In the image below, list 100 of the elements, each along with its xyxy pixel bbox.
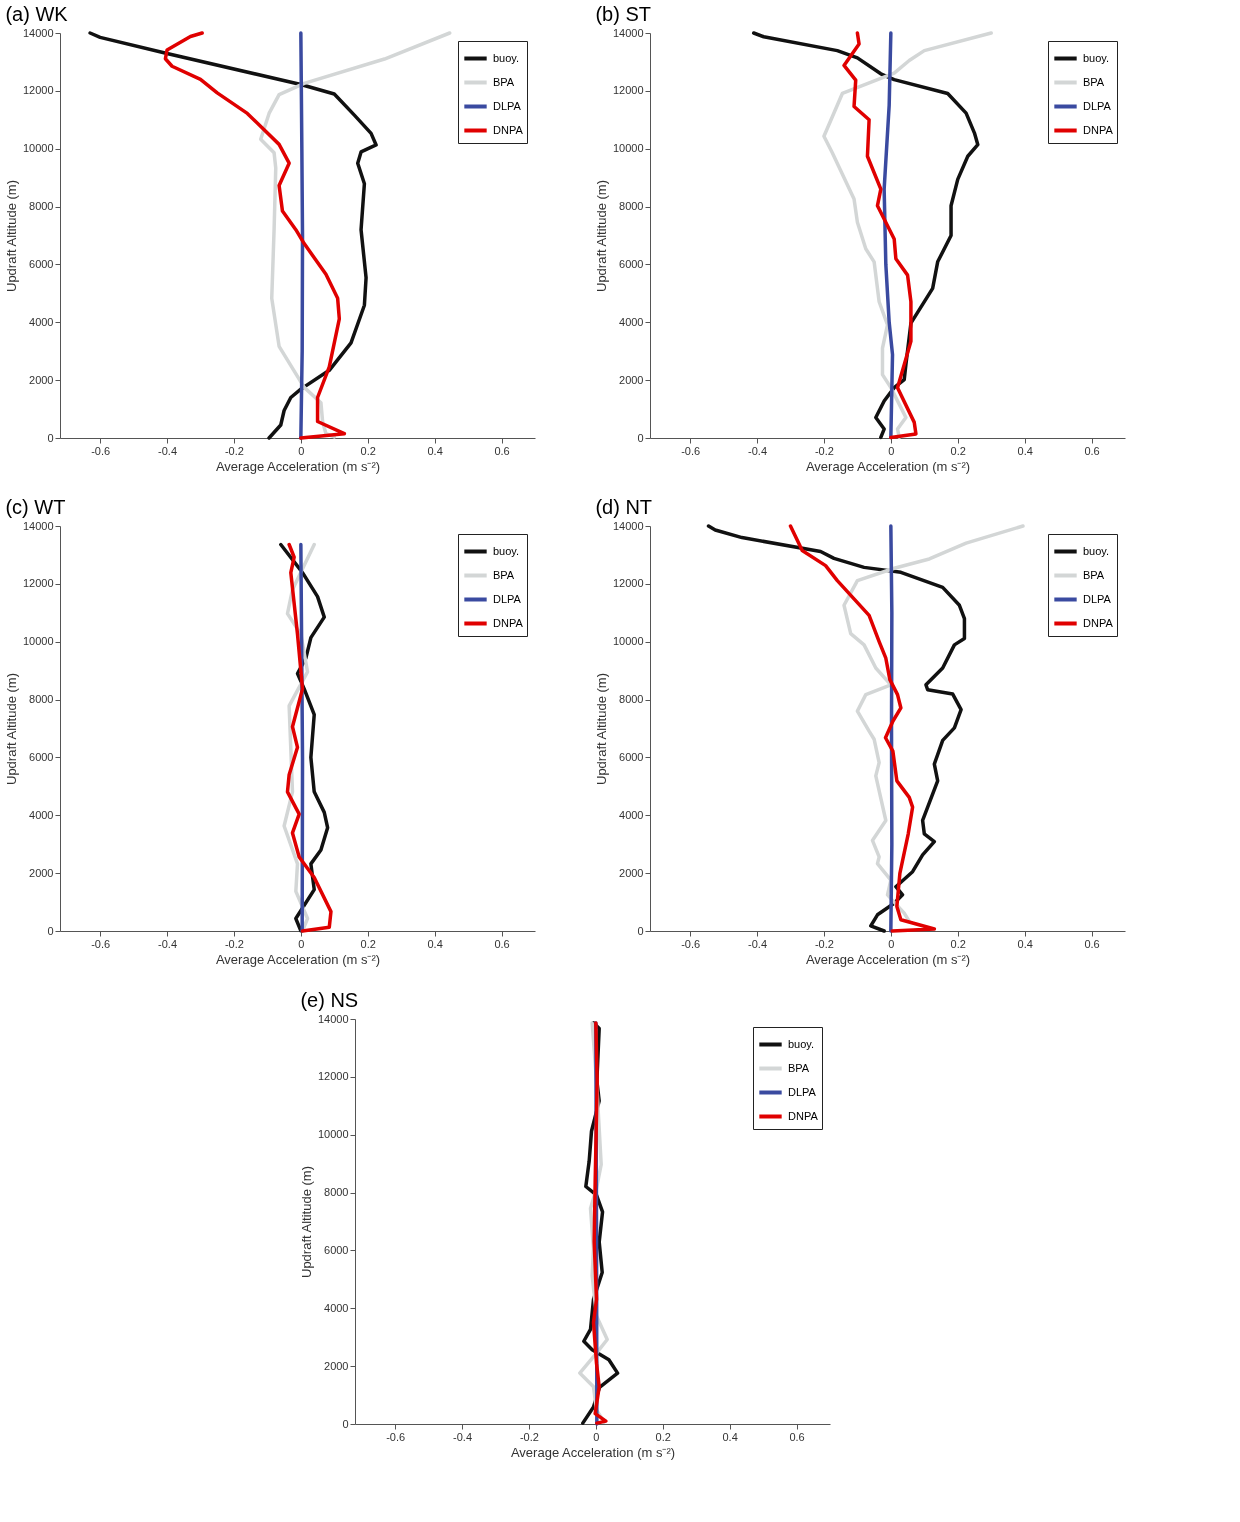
x-tick-label: -0.4 bbox=[158, 444, 178, 457]
line-series bbox=[591, 1021, 608, 1425]
y-tick-label: 14000 bbox=[612, 519, 644, 532]
x-tick-label: 0.2 bbox=[950, 444, 966, 457]
x-tick-label: 0 bbox=[888, 937, 895, 950]
line-series bbox=[788, 524, 937, 933]
x-tick-label: 0.2 bbox=[360, 444, 376, 457]
legend-label: DLPA bbox=[1083, 592, 1112, 605]
x-tick-label: 0.2 bbox=[655, 1430, 671, 1443]
y-tick-label: 12000 bbox=[612, 577, 644, 590]
y-tick-label: 8000 bbox=[619, 200, 644, 213]
y-axis-title: Updraft Altitude (m) bbox=[3, 673, 19, 785]
y-tick-label: 2000 bbox=[29, 866, 54, 879]
x-tick-label: -0.2 bbox=[814, 444, 834, 457]
y-tick-label: 2000 bbox=[619, 373, 644, 386]
y-tick-label: 6000 bbox=[29, 257, 54, 270]
y-tick-label: 2000 bbox=[619, 866, 644, 879]
legend-label: buoy. bbox=[493, 544, 520, 557]
x-tick-label: 0 bbox=[298, 937, 305, 950]
x-tick-label: -0.4 bbox=[748, 937, 768, 950]
line-series bbox=[163, 31, 347, 440]
y-tick-label: 6000 bbox=[324, 1243, 349, 1256]
x-tick-label: -0.6 bbox=[681, 937, 701, 950]
y-tick-label: 4000 bbox=[324, 1301, 349, 1314]
y-tick-label: 14000 bbox=[612, 26, 644, 39]
y-tick-label: 14000 bbox=[317, 1012, 349, 1025]
legend-label: buoy. bbox=[493, 51, 520, 64]
y-tick-label: 14000 bbox=[22, 519, 54, 532]
x-axis-title: Average Acceleration (m s⁻²) bbox=[510, 1444, 676, 1460]
y-tick-label: 0 bbox=[47, 924, 54, 937]
x-tick-label: 0 bbox=[593, 1430, 600, 1443]
legend-label: buoy. bbox=[1083, 51, 1110, 64]
chart-title: (b) ST bbox=[595, 3, 651, 25]
legend-label: DLPA bbox=[1083, 99, 1112, 112]
legend-label: DLPA bbox=[493, 99, 522, 112]
line-series bbox=[842, 31, 918, 440]
y-tick-label: 0 bbox=[637, 924, 644, 937]
x-tick-label: -0.6 bbox=[91, 937, 111, 950]
legend-label: BPA bbox=[493, 75, 515, 88]
y-tick-label: 8000 bbox=[324, 1186, 349, 1199]
chart-title: (a) WK bbox=[5, 3, 69, 25]
x-tick-label: 0.2 bbox=[950, 937, 966, 950]
y-tick-label: 10000 bbox=[612, 635, 644, 648]
x-axis-title: Average Acceleration (m s⁻²) bbox=[805, 951, 971, 967]
chart-title: (d) NT bbox=[595, 496, 653, 518]
x-axis-title: Average Acceleration (m s⁻²) bbox=[215, 951, 381, 967]
y-tick-label: 6000 bbox=[29, 750, 54, 763]
y-tick-label: 0 bbox=[47, 431, 54, 444]
x-tick-label: -0.2 bbox=[519, 1430, 539, 1443]
line-series bbox=[258, 31, 452, 439]
x-tick-label: -0.4 bbox=[158, 937, 178, 950]
line-series bbox=[706, 524, 967, 933]
y-axis-title: Updraft Altitude (m) bbox=[3, 180, 19, 292]
x-axis-title: Average Acceleration (m s⁻²) bbox=[215, 458, 381, 474]
x-tick-label: 0.4 bbox=[427, 444, 443, 457]
legend-label: DNPA bbox=[788, 1109, 819, 1122]
legend-label: DLPA bbox=[788, 1085, 817, 1098]
legend-label: DNPA bbox=[493, 123, 524, 136]
y-tick-label: 0 bbox=[637, 431, 644, 444]
x-tick-label: 0.4 bbox=[722, 1430, 738, 1443]
legend-label: BPA bbox=[788, 1061, 810, 1074]
y-axis-title: Updraft Altitude (m) bbox=[593, 180, 609, 292]
legend-label: BPA bbox=[493, 568, 515, 581]
line-series bbox=[299, 31, 305, 440]
x-tick-label: 0.4 bbox=[1017, 937, 1033, 950]
legend-label: buoy. bbox=[788, 1037, 815, 1050]
legend-label: buoy. bbox=[1083, 544, 1110, 557]
x-tick-label: -0.6 bbox=[681, 444, 701, 457]
y-tick-label: 8000 bbox=[619, 693, 644, 706]
line-series bbox=[889, 524, 894, 933]
y-tick-label: 4000 bbox=[619, 315, 644, 328]
line-series bbox=[88, 31, 378, 440]
x-tick-label: 0 bbox=[888, 444, 895, 457]
y-tick-label: 10000 bbox=[22, 142, 54, 155]
x-axis-title: Average Acceleration (m s⁻²) bbox=[805, 458, 971, 474]
x-tick-label: 0.6 bbox=[494, 444, 510, 457]
x-tick-label: 0 bbox=[298, 444, 305, 457]
y-tick-label: 8000 bbox=[29, 693, 54, 706]
y-axis-title: Updraft Altitude (m) bbox=[593, 673, 609, 785]
legend-label: BPA bbox=[1083, 568, 1105, 581]
x-tick-label: 0.4 bbox=[427, 937, 443, 950]
y-tick-label: 12000 bbox=[612, 84, 644, 97]
x-tick-label: -0.4 bbox=[453, 1430, 473, 1443]
x-tick-label: 0.4 bbox=[1017, 444, 1033, 457]
y-tick-label: 12000 bbox=[317, 1070, 349, 1083]
y-tick-label: 0 bbox=[342, 1417, 349, 1430]
x-tick-label: 0.6 bbox=[789, 1430, 805, 1443]
legend-label: DNPA bbox=[1083, 123, 1114, 136]
legend-label: DNPA bbox=[493, 616, 524, 629]
line-series bbox=[822, 31, 993, 440]
y-tick-label: 12000 bbox=[22, 84, 54, 97]
line-series bbox=[842, 524, 1025, 924]
legend-label: BPA bbox=[1083, 75, 1105, 88]
x-tick-label: -0.2 bbox=[224, 444, 244, 457]
x-tick-label: -0.2 bbox=[224, 937, 244, 950]
x-tick-label: -0.6 bbox=[386, 1430, 406, 1443]
y-tick-label: 2000 bbox=[324, 1359, 349, 1372]
y-tick-label: 10000 bbox=[612, 142, 644, 155]
legend-label: DLPA bbox=[493, 592, 522, 605]
y-tick-label: 4000 bbox=[619, 808, 644, 821]
